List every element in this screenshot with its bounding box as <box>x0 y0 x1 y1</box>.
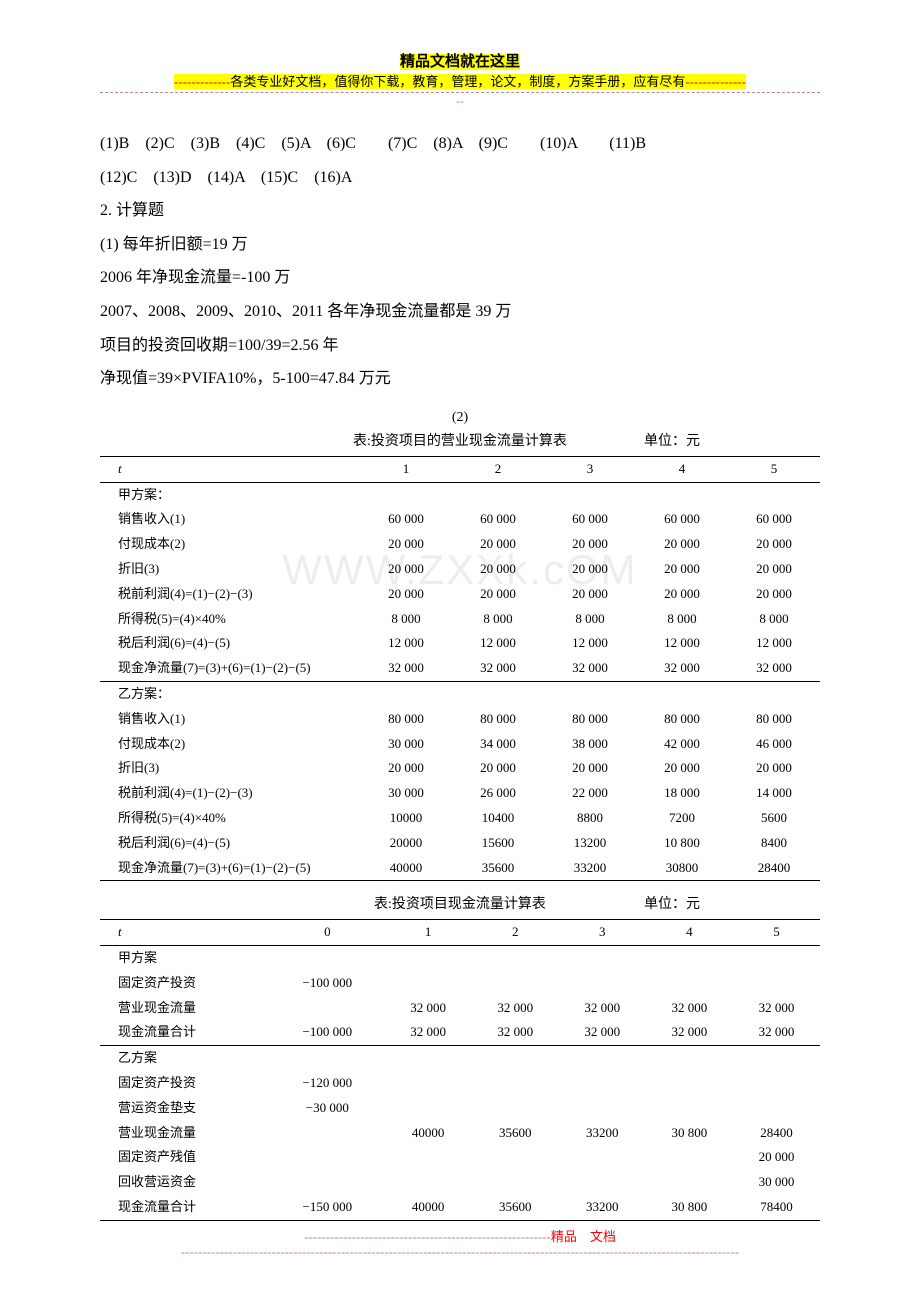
header-sub-suffix: -------------- <box>685 74 746 89</box>
t2-col-1: 1 <box>385 920 472 946</box>
table-row: 付现成本(2)20 00020 00020 00020 00020 000 <box>100 532 820 557</box>
footer: ----------------------------------------… <box>100 1229 820 1260</box>
t2-col-3: 3 <box>559 920 646 946</box>
header-divider <box>100 92 820 93</box>
calc-p2: 2006 年净现金流量=-100 万 <box>100 261 820 295</box>
footer-dash1: ----------------------------------------… <box>304 1229 551 1244</box>
table2: t 0 1 2 3 4 5 甲方案 固定资产投资−100 000 营业现金流量3… <box>100 919 820 1221</box>
table-row: 税前利润(4)=(1)−(2)−(3)20 00020 00020 00020 … <box>100 582 820 607</box>
calc-item2: (2) <box>100 410 820 426</box>
table-row: 回收营运资金30 000 <box>100 1170 820 1195</box>
table-row: 税后利润(6)=(4)−(5)20000156001320010 8008400 <box>100 831 820 856</box>
footer-dash2: ----------------------------------------… <box>181 1244 739 1259</box>
t1-col-5: 5 <box>728 456 820 482</box>
table1-caption: 表:投资项目的营业现金流量计算表 <box>353 430 567 450</box>
table-row: 折旧(3)20 00020 00020 00020 00020 000 <box>100 557 820 582</box>
table-row: 现金流量合计−100 00032 00032 00032 00032 00032… <box>100 1020 820 1045</box>
answers-line-1: (1)B (2)C (3)B (4)C (5)A (6)C (7)C (8)A … <box>100 127 820 161</box>
table-row: 税前利润(4)=(1)−(2)−(3)30 00026 00022 00018 … <box>100 781 820 806</box>
t1-planA-label: 甲方案： <box>100 482 360 507</box>
table-row: 所得税(5)=(4)×40%1000010400880072005600 <box>100 806 820 831</box>
table2-caption: 表:投资项目现金流量计算表 <box>374 893 546 913</box>
table-row: 营业现金流量32 00032 00032 00032 00032 000 <box>100 996 820 1021</box>
t2-col-5: 5 <box>733 920 820 946</box>
header-title: 精品文档就在这里 <box>400 54 520 70</box>
calc-p1: (1) 每年折旧额=19 万 <box>100 228 820 262</box>
calc-p5: 净现值=39×PVIFA10%，5-100=47.84 万元 <box>100 362 820 396</box>
table-row: 营运资金垫支−30 000 <box>100 1096 820 1121</box>
table-row: 付现成本(2)30 00034 00038 00042 00046 000 <box>100 732 820 757</box>
table-row: 固定资产投资−100 000 <box>100 971 820 996</box>
table1: t 1 2 3 4 5 甲方案： 销售收入(1)60 00060 00060 0… <box>100 456 820 882</box>
table2-caption-row: 表:投资项目现金流量计算表 单位：元 <box>100 893 820 913</box>
t2-planB-label: 乙方案 <box>100 1046 270 1071</box>
t2-col-4: 4 <box>646 920 733 946</box>
t2-planA-label: 甲方案 <box>100 946 270 971</box>
table2-unit: 单位：元 <box>644 893 700 913</box>
table-row: 税后利润(6)=(4)−(5)12 00012 00012 00012 0001… <box>100 631 820 656</box>
table-row: 销售收入(1)80 00080 00080 00080 00080 000 <box>100 707 820 732</box>
t1-col-4: 4 <box>636 456 728 482</box>
t1-col-2: 2 <box>452 456 544 482</box>
table-row: 固定资产残值20 000 <box>100 1145 820 1170</box>
answers-block: (1)B (2)C (3)B (4)C (5)A (6)C (7)C (8)A … <box>100 127 820 396</box>
table1-caption-row: 表:投资项目的营业现金流量计算表 单位：元 <box>100 430 820 450</box>
t2-col-0: 0 <box>270 920 385 946</box>
t1-planB-label: 乙方案： <box>100 681 360 706</box>
table-row: 固定资产投资−120 000 <box>100 1071 820 1096</box>
table-row: 现金净流量(7)=(3)+(6)=(1)−(2)−(5)32 00032 000… <box>100 656 820 681</box>
table1-unit: 单位：元 <box>644 430 700 450</box>
t1-col-3: 3 <box>544 456 636 482</box>
calc-heading: 2. 计算题 <box>100 194 820 228</box>
footer-label: 精品 文档 <box>551 1229 616 1244</box>
table1-header-t: t <box>118 461 122 476</box>
table-row: 现金净流量(7)=(3)+(6)=(1)−(2)−(5)400003560033… <box>100 856 820 881</box>
calc-p3: 2007、2008、2009、2010、2011 各年净现金流量都是 39 万 <box>100 295 820 329</box>
table2-header-t: t <box>118 924 122 939</box>
calc-p4: 项目的投资回收期=100/39=2.56 年 <box>100 329 820 363</box>
table-row: 销售收入(1)60 00060 00060 00060 00060 000 <box>100 507 820 532</box>
table-row: 折旧(3)20 00020 00020 00020 00020 000 <box>100 756 820 781</box>
answers-line-2: (12)C (13)D (14)A (15)C (16)A <box>100 161 820 195</box>
t1-col-1: 1 <box>360 456 452 482</box>
table-row: 现金流量合计−150 00040000356003320030 80078400 <box>100 1195 820 1220</box>
header-sub-prefix: ------------- <box>174 74 230 89</box>
t2-col-2: 2 <box>472 920 559 946</box>
table-row: 所得税(5)=(4)×40%8 0008 0008 0008 0008 000 <box>100 607 820 632</box>
table-row: 营业现金流量40000356003320030 80028400 <box>100 1121 820 1146</box>
header-center-dash: -- <box>100 95 820 107</box>
header-sub-text: 各类专业好文档，值得你下载，教育，管理，论文，制度，方案手册，应有尽有 <box>230 74 685 89</box>
